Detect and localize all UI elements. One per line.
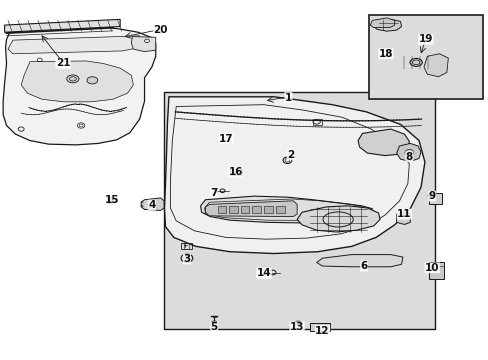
Ellipse shape xyxy=(67,75,79,83)
Bar xyxy=(276,206,285,213)
Polygon shape xyxy=(164,97,424,253)
Text: 9: 9 xyxy=(428,191,435,201)
Text: 15: 15 xyxy=(104,195,119,205)
Text: 10: 10 xyxy=(424,263,439,273)
Text: 17: 17 xyxy=(218,134,233,144)
Polygon shape xyxy=(8,36,140,54)
Bar xyxy=(428,193,442,204)
Text: 5: 5 xyxy=(210,322,218,332)
Polygon shape xyxy=(3,26,156,145)
Text: 20: 20 xyxy=(153,25,167,35)
Text: 18: 18 xyxy=(378,49,392,59)
Text: 16: 16 xyxy=(228,167,243,177)
Ellipse shape xyxy=(185,257,188,259)
Bar xyxy=(310,323,329,330)
Bar xyxy=(312,119,321,125)
Polygon shape xyxy=(4,19,120,32)
Polygon shape xyxy=(141,198,163,211)
Bar xyxy=(217,206,226,213)
Polygon shape xyxy=(369,18,394,28)
Bar xyxy=(229,168,241,175)
Polygon shape xyxy=(396,212,409,225)
Polygon shape xyxy=(316,255,402,267)
Text: 6: 6 xyxy=(360,261,367,271)
Text: 14: 14 xyxy=(256,268,271,278)
Text: 21: 21 xyxy=(56,58,70,68)
Bar xyxy=(228,206,237,213)
Text: 1: 1 xyxy=(284,93,291,103)
Bar xyxy=(368,15,483,99)
Bar xyxy=(240,206,249,213)
Ellipse shape xyxy=(181,254,192,262)
Text: 2: 2 xyxy=(286,150,294,160)
Ellipse shape xyxy=(409,58,421,66)
Text: 3: 3 xyxy=(183,254,190,264)
Polygon shape xyxy=(423,54,447,77)
Polygon shape xyxy=(205,201,297,217)
Bar xyxy=(428,262,444,279)
Text: 11: 11 xyxy=(396,209,411,219)
Polygon shape xyxy=(131,37,156,51)
Text: 8: 8 xyxy=(405,152,412,162)
Polygon shape xyxy=(21,61,133,102)
Bar xyxy=(264,206,272,213)
Polygon shape xyxy=(200,196,371,223)
Polygon shape xyxy=(371,19,401,31)
Text: 13: 13 xyxy=(289,322,304,332)
Ellipse shape xyxy=(107,198,117,204)
Polygon shape xyxy=(357,129,408,156)
Polygon shape xyxy=(297,206,379,232)
Text: 19: 19 xyxy=(418,35,432,44)
Text: 7: 7 xyxy=(210,188,217,198)
Bar xyxy=(163,92,434,329)
Bar xyxy=(107,197,117,201)
Bar xyxy=(252,206,261,213)
Polygon shape xyxy=(396,143,420,161)
Bar xyxy=(181,243,191,249)
Text: 4: 4 xyxy=(148,200,155,210)
Ellipse shape xyxy=(87,77,98,84)
Text: 12: 12 xyxy=(315,325,329,336)
